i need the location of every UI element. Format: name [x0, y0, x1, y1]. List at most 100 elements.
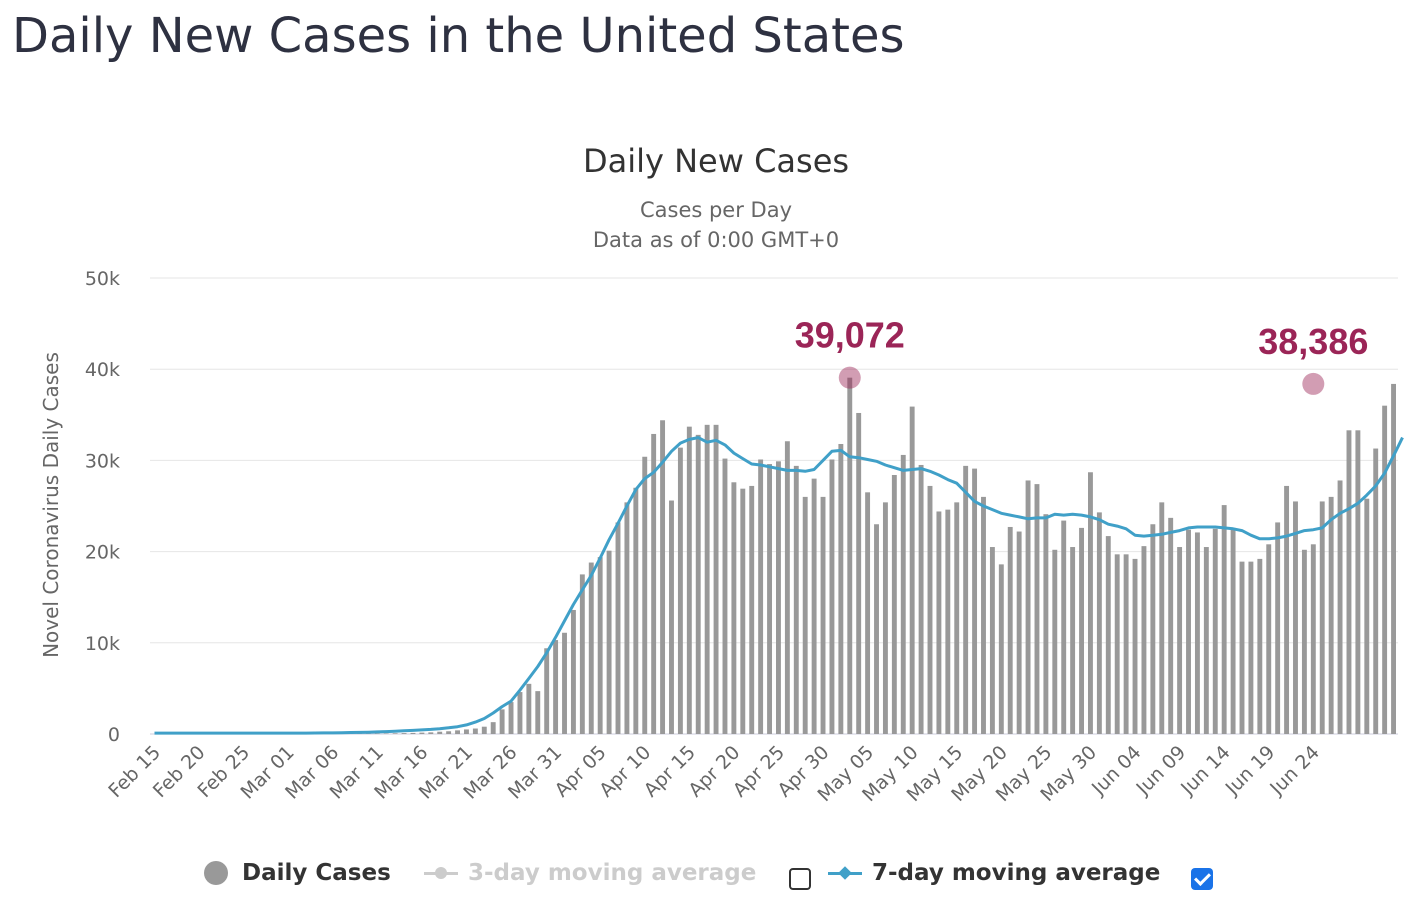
bar-daily-cases — [1203, 547, 1209, 734]
bar-daily-cases — [535, 691, 541, 734]
bar-daily-cases — [1025, 480, 1031, 734]
y-tick-label: 50k — [85, 268, 120, 290]
bar-daily-cases — [784, 441, 790, 734]
bar-daily-cases — [838, 443, 844, 734]
bar-daily-cases — [383, 733, 389, 734]
legend-item-7-day-average[interactable]: 7-day moving average — [828, 860, 1160, 886]
bar-daily-cases — [1159, 502, 1165, 734]
bar-daily-cases — [472, 728, 478, 734]
y-tick-label: 40k — [85, 359, 120, 381]
chart-subtitle-line-1: Cases per Day — [640, 198, 792, 222]
bar-daily-cases — [1007, 526, 1013, 734]
bar-daily-cases — [1123, 554, 1129, 734]
y-tick-label: 0 — [108, 724, 120, 746]
bar-daily-cases — [1132, 558, 1138, 734]
bar-daily-cases — [776, 461, 781, 734]
bar-daily-cases — [713, 424, 719, 734]
line-diamond-marker-icon — [828, 861, 862, 885]
bar-daily-cases — [1284, 485, 1290, 734]
y-tick-label: 20k — [85, 542, 120, 564]
bar-daily-cases — [1105, 536, 1111, 734]
bar-daily-cases — [1150, 524, 1156, 734]
x-tick-label: Jun 19 — [1221, 741, 1280, 800]
bar-daily-cases — [1212, 528, 1218, 734]
bar-daily-cases — [1016, 531, 1022, 734]
bar-daily-cases — [900, 454, 906, 734]
bar-daily-cases — [829, 459, 835, 734]
peak-marker — [1302, 372, 1325, 395]
toggle-7-day-average-checkbox[interactable] — [1191, 868, 1213, 890]
bar-daily-cases — [642, 456, 648, 734]
x-tick-label: Jun 09 — [1132, 741, 1191, 800]
y-axis-label: Novel Coronavirus Daily Cases — [39, 352, 63, 658]
bar-daily-cases — [704, 424, 710, 734]
bar-daily-cases — [660, 420, 666, 734]
bar-daily-cases — [1239, 561, 1245, 734]
legend-label-7-day-average: 7-day moving average — [872, 860, 1161, 886]
bar-daily-cases — [579, 574, 585, 734]
bar-daily-cases — [651, 433, 657, 734]
page-title: Daily New Cases in the United States — [12, 8, 905, 64]
peak-marker — [838, 366, 861, 389]
bar-daily-cases — [1382, 405, 1388, 734]
bar-daily-cases — [1186, 529, 1191, 734]
legend-label-3-day-average: 3-day moving average — [468, 860, 757, 886]
bar-daily-cases — [1275, 522, 1281, 734]
legend: Daily Cases 3-day moving average 7-day m… — [0, 856, 1418, 896]
bar-daily-cases — [1079, 527, 1084, 734]
bar-daily-cases — [882, 502, 888, 734]
legend-item-3-day-average[interactable]: 3-day moving average — [424, 860, 756, 886]
bar-daily-cases — [1061, 520, 1067, 734]
bar-daily-cases — [624, 502, 630, 734]
x-tick-label: Jun 04 — [1087, 741, 1146, 800]
bar-daily-cases — [936, 511, 942, 734]
bar-daily-cases — [1364, 498, 1370, 734]
bar-daily-cases — [972, 468, 978, 734]
bar-daily-cases — [570, 609, 576, 734]
bar-daily-cases — [553, 640, 559, 734]
bar-daily-cases — [927, 485, 933, 734]
bar-daily-cases — [998, 564, 1004, 734]
peak-label: 39,072 — [795, 315, 905, 356]
bar-daily-cases — [1293, 501, 1298, 734]
bar-daily-cases — [1070, 547, 1076, 734]
daily-cases-bars — [285, 377, 1396, 734]
bar-daily-cases — [820, 496, 826, 734]
bar-daily-cases — [588, 562, 594, 734]
peak-annotations: 39,072 38,386 — [795, 315, 1368, 395]
bar-daily-cases — [1310, 544, 1316, 734]
bar-daily-cases — [615, 522, 621, 734]
bar-daily-cases — [1346, 430, 1352, 734]
bar-daily-cases — [686, 426, 692, 734]
chart-subtitle-line-2: Data as of 0:00 GMT+0 — [593, 228, 839, 252]
toggle-3-day-average-checkbox[interactable] — [789, 868, 811, 890]
bar-daily-cases — [749, 485, 755, 734]
bar-daily-cases — [544, 648, 550, 734]
bar-daily-cases — [1168, 517, 1174, 734]
bar-daily-cases — [633, 487, 639, 734]
legend-item-daily-cases[interactable]: Daily Cases — [204, 860, 391, 886]
bar-daily-cases — [499, 709, 505, 734]
bar-daily-cases — [989, 547, 995, 734]
bar-daily-cases — [954, 502, 960, 734]
bar-daily-cases — [606, 550, 612, 734]
bar-daily-cases — [1373, 448, 1379, 734]
bar-daily-cases — [981, 496, 986, 734]
bar-daily-cases — [1337, 480, 1343, 734]
bar-daily-cases — [464, 729, 469, 734]
line-circle-marker-icon — [424, 861, 458, 885]
bar-daily-cases — [562, 632, 567, 734]
bar-daily-cases — [1319, 501, 1325, 734]
bar-daily-cases — [945, 509, 951, 734]
bar-daily-cases — [802, 496, 808, 734]
bar-daily-cases — [695, 434, 701, 734]
bar-daily-cases — [1096, 512, 1102, 734]
bar-daily-cases — [490, 722, 496, 734]
y-axis-ticks: 0 10k 20k 30k 40k 50k — [85, 268, 120, 746]
peak-label: 38,386 — [1258, 321, 1368, 362]
bar-daily-cases — [669, 500, 674, 734]
bar-daily-cases — [767, 464, 772, 734]
bar-daily-cases — [1141, 546, 1147, 734]
bar-daily-cases — [419, 732, 425, 734]
